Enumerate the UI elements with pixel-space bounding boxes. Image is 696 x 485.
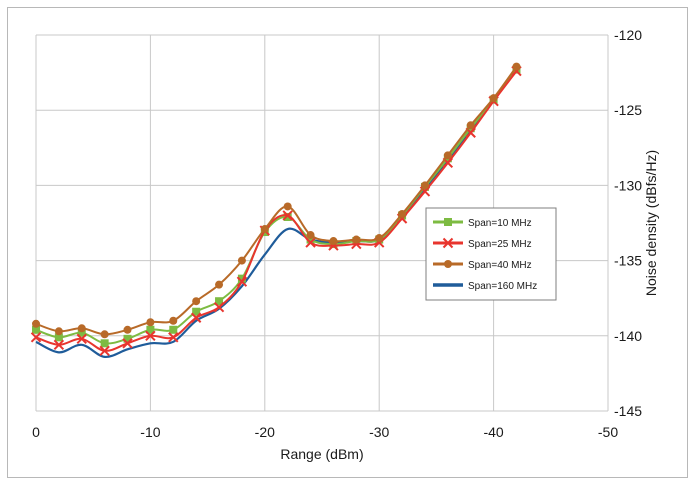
series-2-point-17 — [420, 181, 429, 190]
series-2-point-10 — [260, 225, 269, 234]
legend-label-2: Span=40 MHz — [468, 260, 532, 271]
series-1-point-0 — [30, 332, 42, 343]
series-1-point-4 — [122, 338, 133, 349]
series-1-point-5-b — [145, 330, 156, 342]
legend-marker-0 — [444, 218, 452, 226]
series-2-point-20 — [489, 94, 498, 103]
series-1-point-19-b — [465, 127, 476, 138]
series-0-point-12 — [306, 235, 315, 244]
series-2 — [32, 62, 521, 339]
series-1-line — [35, 70, 518, 352]
series-1-point-2 — [76, 333, 87, 345]
series-0-point-1 — [54, 333, 63, 342]
series-2-point-1 — [54, 327, 63, 336]
series-2-point-19 — [466, 121, 475, 130]
series-0-point-11 — [283, 212, 292, 221]
series-2-point-8 — [215, 280, 224, 289]
legend-marker-2 — [444, 260, 452, 268]
x-tick-label-0: 0 — [32, 424, 40, 440]
legend-entry-0: Span=10 MHz — [433, 218, 532, 229]
x-tick-label-5: -50 — [598, 424, 618, 440]
legend-entry-3: Span=160 MHz — [433, 281, 537, 292]
series-0-point-7 — [192, 307, 201, 316]
series-1-point-8-b — [213, 302, 225, 313]
series-2-point-21 — [512, 62, 521, 71]
tick-labels: 0 -10 -20 -30 -40 -50 -120 -125 -130 -135 -140 -145 — [32, 27, 642, 440]
series-1-point-12 — [305, 237, 316, 248]
series-1-point-4-b — [122, 338, 133, 349]
series-1-point-1-b — [53, 339, 65, 351]
series-2-point-18 — [443, 151, 452, 160]
series-0-point-6 — [169, 325, 178, 334]
series-0 — [32, 65, 521, 348]
series-0-line — [35, 68, 518, 345]
series-0-point-4 — [123, 334, 132, 343]
series-0-point-5 — [146, 325, 155, 334]
y-tick-label-4: -140 — [614, 328, 642, 344]
series-1-point-1 — [53, 339, 65, 351]
series-0-point-2 — [77, 328, 86, 337]
series-1-point-3 — [99, 345, 110, 357]
series-1-point-8 — [213, 302, 225, 313]
series-2-point-5 — [146, 318, 155, 327]
y-tick-label-5: -145 — [614, 403, 642, 419]
x-tick-label-3: -30 — [369, 424, 389, 440]
x-axis-title: Range (dBm) — [280, 446, 363, 462]
series-2-point-13 — [329, 237, 338, 246]
y-tick-label-1: -125 — [614, 102, 642, 118]
series-1-point-5 — [145, 330, 156, 342]
series-0-point-9 — [237, 274, 246, 283]
x-tick-label-2: -20 — [255, 424, 275, 440]
series-2-point-9 — [237, 256, 246, 265]
legend-marker-1 — [442, 237, 454, 249]
x-tick-label-1: -10 — [140, 424, 160, 440]
series-1-point-9 — [236, 276, 248, 287]
series-2-point-6 — [169, 316, 178, 325]
series-1-point-11-b — [282, 210, 293, 221]
x-tick-label-4: -40 — [483, 424, 503, 440]
series-0-point-3 — [100, 339, 109, 348]
series-1-point-6 — [168, 332, 179, 343]
legend-entry-1: Span=25 MHz — [433, 237, 532, 250]
y-axis-title: Noise density (dBfs/Hz) — [643, 150, 659, 296]
series-1-point-11 — [282, 210, 293, 221]
legend-entry-2: Span=40 MHz — [433, 260, 532, 271]
series-2-point-15 — [375, 234, 384, 243]
series-1-point-3-b — [99, 345, 110, 357]
y-tick-label-3: -135 — [614, 253, 642, 269]
legend-label-3: Span=160 MHz — [468, 281, 537, 292]
series-2-point-0 — [32, 319, 40, 328]
chart-frame: 0 -10 -20 -30 -40 -50 -120 -125 -130 -135 -140 -145… — [7, 7, 688, 478]
series-0-point-0 — [32, 325, 40, 334]
series-2-point-14 — [352, 235, 361, 244]
series-2-point-16 — [398, 209, 407, 218]
series-2-point-4 — [123, 325, 132, 334]
series-1-point-17-b — [419, 186, 431, 197]
series-2-point-12 — [306, 231, 315, 240]
series-1-point-0-b — [30, 332, 42, 343]
series-1-point-12-b — [305, 237, 316, 248]
series-2-point-7 — [192, 297, 201, 306]
series-layer — [30, 62, 522, 358]
series-1-point-6-b — [168, 332, 179, 343]
series-2-point-3 — [100, 330, 109, 339]
y-tick-label-0: -120 — [614, 27, 642, 43]
series-2-line — [35, 65, 518, 336]
series-1-point-7-b — [190, 312, 202, 323]
series-1-point-9-b — [236, 276, 248, 287]
series-1-point-7 — [190, 312, 202, 323]
y-tick-label-2: -130 — [614, 177, 642, 193]
series-2-point-11 — [283, 202, 292, 211]
series-1-point-2-b — [76, 333, 87, 345]
legend: Span=10 MHz Span=25 MHz Span=40 MHz Span=16… — [425, 207, 557, 301]
noise-density-chart: 0 -10 -20 -30 -40 -50 -120 -125 -130 -135 -140 -145… — [30, 27, 659, 462]
legend-label-1: Span=25 MHz — [468, 239, 532, 250]
series-2-point-2 — [77, 324, 86, 333]
legend-marker-1-b — [442, 237, 454, 249]
series-1-point-18-b — [442, 157, 454, 169]
legend-label-0: Span=10 MHz — [468, 218, 532, 229]
series-0-point-8 — [215, 297, 224, 306]
